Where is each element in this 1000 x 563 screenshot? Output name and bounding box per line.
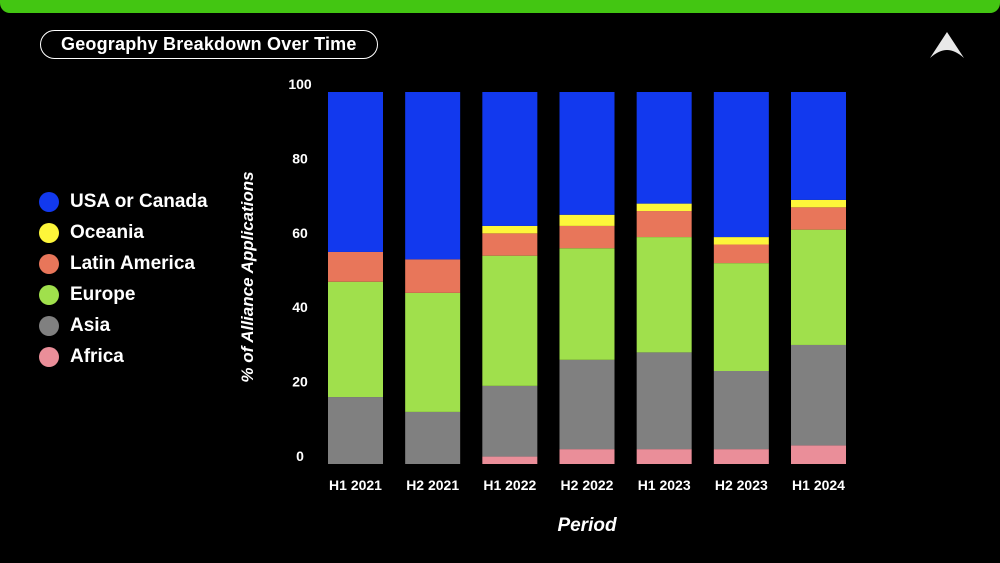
bar-segment-usa-or-canada-h1-2021 — [328, 92, 383, 252]
bar-segment-oceania-h2-2023 — [713, 237, 769, 245]
x-tick-label-h2-2023: H2 2023 — [715, 477, 768, 493]
page-title: Geography Breakdown Over Time — [40, 30, 378, 59]
y-tick-label-60: 60 — [292, 225, 308, 241]
bar-segment-asia-h2-2023 — [713, 371, 769, 450]
bar-segment-europe-h1-2023 — [636, 237, 692, 353]
legend-swatch-usa-or-canada — [39, 191, 59, 212]
legend-item-latin-america: Latin America — [39, 248, 208, 279]
y-tick-label-0: 0 — [296, 448, 304, 464]
legend-swatch-oceania — [39, 222, 59, 243]
bar-segment-asia-h2-2022 — [559, 359, 615, 450]
legend-swatch-africa — [39, 346, 59, 367]
bar-segment-asia-h2-2021 — [405, 411, 461, 464]
bar-segment-latin-america-h2-2021 — [405, 259, 461, 293]
y-tick-label-40: 40 — [292, 299, 308, 315]
bar-segment-oceania-h1-2023 — [636, 203, 692, 212]
bar-segment-europe-h1-2021 — [328, 281, 383, 398]
bar-segment-usa-or-canada-h1-2024 — [791, 92, 846, 200]
legend-swatch-asia — [39, 315, 59, 336]
legend-label-oceania: Oceania — [70, 221, 144, 243]
legend-label-usa-or-canada: USA or Canada — [70, 190, 208, 212]
legend-item-usa-or-canada: USA or Canada — [39, 186, 208, 217]
bar-segment-europe-h2-2023 — [713, 263, 769, 371]
bar-segment-oceania-h1-2022 — [482, 225, 538, 234]
bar-segment-latin-america-h2-2023 — [713, 244, 769, 264]
legend-label-africa: Africa — [70, 345, 124, 367]
legend-item-asia: Asia — [39, 310, 208, 341]
bar-segment-oceania-h2-2022 — [559, 214, 615, 226]
bar-segment-oceania-h1-2024 — [791, 199, 846, 208]
bar-segment-africa-h1-2023 — [636, 449, 692, 464]
bar-segment-latin-america-h1-2023 — [636, 211, 692, 238]
top-accent-bar — [0, 0, 1000, 13]
legend-item-africa: Africa — [39, 341, 208, 372]
bar-segment-usa-or-canada-h2-2021 — [405, 92, 461, 260]
bar-segment-africa-h1-2022 — [482, 456, 538, 464]
bar-segment-africa-h2-2022 — [559, 449, 615, 464]
legend-item-oceania: Oceania — [39, 217, 208, 248]
x-tick-label-h2-2022: H2 2022 — [561, 477, 614, 493]
bar-segment-latin-america-h2-2022 — [559, 225, 615, 249]
bar-segment-usa-or-canada-h2-2023 — [713, 92, 769, 238]
bar-segment-latin-america-h1-2022 — [482, 233, 538, 256]
page-title-text: Geography Breakdown Over Time — [61, 34, 357, 54]
bar-segment-latin-america-h1-2024 — [791, 207, 846, 230]
chart-legend: USA or Canada Oceania Latin America Euro… — [39, 186, 208, 372]
bar-segment-latin-america-h1-2021 — [328, 251, 383, 282]
y-tick-label-20: 20 — [292, 374, 308, 390]
bar-segment-europe-h1-2024 — [791, 229, 846, 345]
bar-segment-usa-or-canada-h1-2022 — [482, 92, 538, 226]
x-tick-label-h1-2023: H1 2023 — [638, 477, 691, 493]
bar-segment-asia-h1-2021 — [328, 397, 383, 464]
bar-segment-asia-h1-2024 — [791, 344, 846, 446]
legend-label-latin-america: Latin America — [70, 252, 195, 274]
bar-segment-africa-h1-2024 — [791, 445, 846, 464]
y-tick-label-80: 80 — [292, 150, 308, 166]
bar-segment-asia-h1-2022 — [482, 385, 538, 457]
legend-label-europe: Europe — [70, 283, 136, 305]
x-tick-label-h1-2022: H1 2022 — [483, 477, 536, 493]
legend-label-asia: Asia — [70, 314, 111, 336]
triangle-logo-icon — [930, 32, 964, 58]
bar-segment-europe-h1-2022 — [482, 255, 538, 386]
bar-segment-europe-h2-2021 — [405, 292, 461, 412]
bar-segment-usa-or-canada-h2-2022 — [559, 92, 615, 215]
legend-swatch-latin-america — [39, 253, 59, 274]
bar-segment-africa-h2-2023 — [713, 449, 769, 464]
y-tick-label-100: 100 — [288, 76, 312, 92]
legend-swatch-europe — [39, 284, 59, 305]
bar-segment-europe-h2-2022 — [559, 248, 615, 360]
x-axis-title: Period — [557, 515, 617, 536]
y-axis-title: % of Alliance Applications — [238, 171, 257, 382]
legend-item-europe: Europe — [39, 279, 208, 310]
x-tick-label-h2-2021: H2 2021 — [406, 477, 459, 493]
x-tick-label-h1-2024: H1 2024 — [792, 477, 845, 493]
bar-segment-asia-h1-2023 — [636, 352, 692, 450]
bar-segment-usa-or-canada-h1-2023 — [636, 92, 692, 204]
x-tick-label-h1-2021: H1 2021 — [329, 477, 382, 493]
